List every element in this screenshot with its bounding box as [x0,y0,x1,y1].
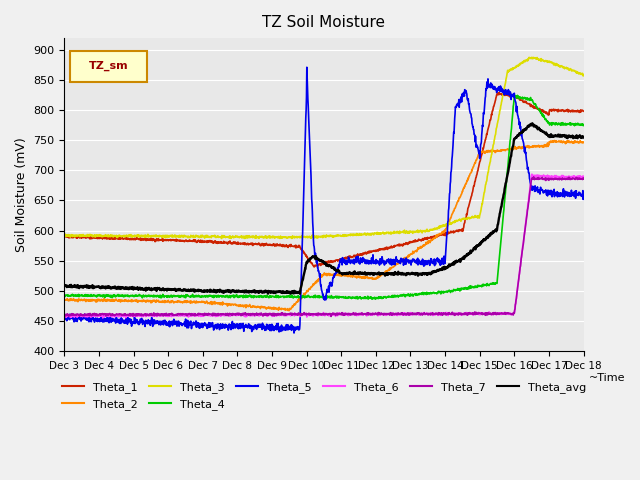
Theta_2 [550,138,558,144]
Theta_2 [122,297,129,303]
Theta_4 [292,294,300,300]
Theta_5 [301,143,309,149]
Theta_7 [580,176,588,181]
Theta_3 [301,235,309,240]
Theta_3 [61,234,68,240]
Theta_avg [281,290,289,296]
FancyBboxPatch shape [70,50,147,82]
Theta_6 [580,174,588,180]
Theta_avg [301,266,309,272]
Theta_7 [100,311,108,317]
Theta_7 [61,312,68,317]
Theta_7 [292,312,300,317]
Theta_avg [122,285,129,291]
Theta_3 [100,233,108,239]
Theta_5 [122,320,129,326]
Theta_2 [356,274,364,279]
Theta_5 [356,255,364,261]
Theta_7 [356,312,364,317]
Theta_4 [301,295,308,300]
Theta_5 [303,64,310,70]
Theta_7 [122,312,129,318]
Theta_7 [281,312,289,317]
Theta_1 [281,242,289,248]
Theta_1 [122,235,129,240]
Line: Theta_6: Theta_6 [65,174,584,318]
Theta_1 [356,251,364,257]
Theta_5 [292,324,300,330]
Theta_3 [218,236,225,241]
Theta_3 [122,233,129,239]
Theta_6 [122,313,130,319]
Theta_7 [327,313,335,319]
Theta_6 [528,171,536,177]
Theta_5 [281,324,289,330]
Line: Theta_5: Theta_5 [65,67,584,333]
Theta_2 [61,296,68,302]
Theta_6 [301,311,309,317]
Theta_5 [61,317,68,323]
Line: Theta_7: Theta_7 [65,177,584,316]
Theta_1 [292,242,300,248]
Theta_3 [525,55,533,60]
Line: Theta_avg: Theta_avg [65,123,584,294]
Theta_1 [301,251,308,256]
Theta_2 [285,308,293,313]
Line: Theta_4: Theta_4 [65,96,584,299]
Theta_5 [290,330,298,336]
Theta_3 [580,72,588,78]
Theta_avg [61,282,68,288]
Text: ~Time: ~Time [589,373,625,383]
Theta_1 [100,235,108,241]
Theta_avg [292,289,300,295]
Title: TZ Soil Moisture: TZ Soil Moisture [262,15,385,30]
Theta_3 [292,234,300,240]
Line: Theta_1: Theta_1 [65,93,584,267]
Theta_6 [99,315,107,321]
Theta_5 [580,192,588,198]
Theta_3 [356,232,364,238]
Theta_5 [100,315,108,321]
Theta_avg [296,291,304,297]
Line: Theta_3: Theta_3 [65,58,584,239]
Theta_1 [580,108,588,114]
Theta_4 [580,122,588,128]
Theta_avg [356,270,364,276]
Theta_2 [281,306,289,312]
Text: TZ_sm: TZ_sm [89,61,129,72]
Theta_4 [369,296,376,302]
Theta_4 [513,93,521,98]
Theta_2 [100,298,108,303]
Legend: Theta_1, Theta_2, Theta_3, Theta_4, Theta_5, Theta_6, Theta_7, Theta_avg: Theta_1, Theta_2, Theta_3, Theta_4, Thet… [58,378,591,414]
Theta_1 [310,264,318,270]
Theta_6 [281,312,289,317]
Theta_6 [356,310,364,316]
Theta_avg [528,120,536,126]
Theta_2 [580,139,588,145]
Theta_3 [281,234,289,240]
Theta_1 [61,233,68,239]
Theta_2 [292,300,300,306]
Theta_avg [100,284,108,290]
Theta_1 [495,90,503,96]
Theta_6 [61,312,68,318]
Theta_4 [356,294,364,300]
Theta_4 [100,292,108,298]
Theta_7 [530,174,538,180]
Theta_4 [61,293,68,299]
Theta_6 [101,312,109,318]
Line: Theta_2: Theta_2 [65,141,584,311]
Theta_4 [281,293,289,299]
Y-axis label: Soil Moisture (mV): Soil Moisture (mV) [15,137,28,252]
Theta_7 [301,312,308,317]
Theta_6 [292,312,300,318]
Theta_2 [301,291,309,297]
Theta_4 [122,292,129,298]
Theta_avg [580,134,588,140]
